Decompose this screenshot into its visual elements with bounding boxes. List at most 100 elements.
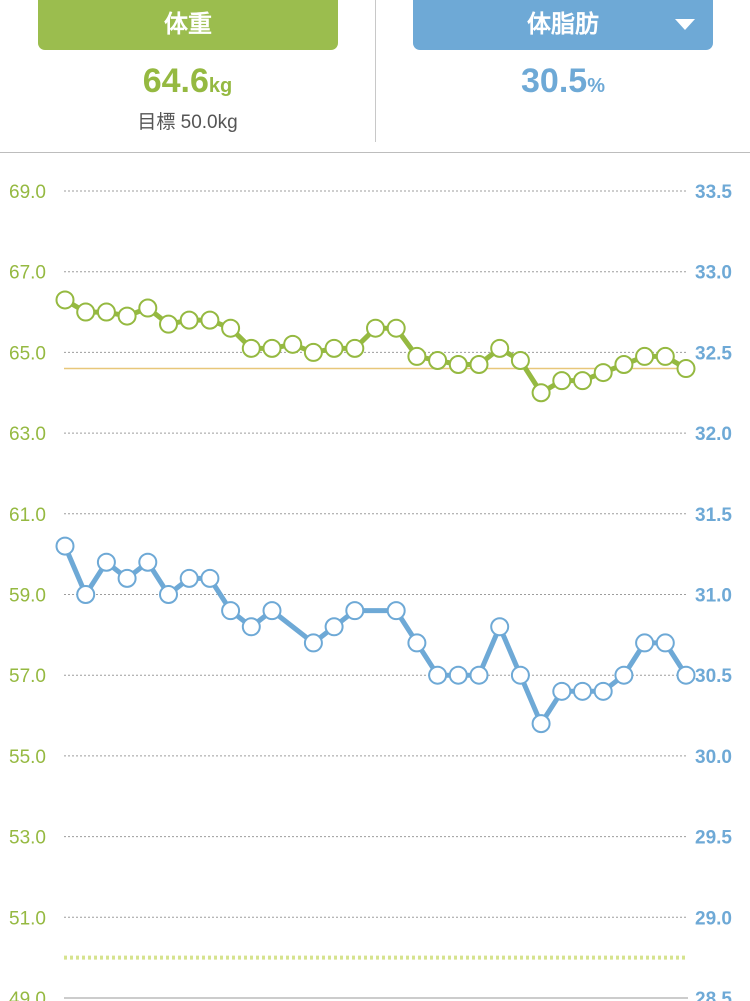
- fat-number: 30.5: [521, 62, 588, 100]
- fat-data-point: [490, 617, 510, 637]
- weight-data-point: [407, 346, 427, 366]
- right-tick-label: 28.5: [695, 989, 732, 1001]
- weight-fat-chart: 69.0 67.0 65.0 63.0 61.0 59.0 57.0 55.0 53.0 51.0…: [9, 182, 732, 1001]
- left-tick-label: 57.0: [9, 666, 46, 687]
- weight-data-point: [324, 338, 344, 358]
- weight-tab-label: 体重: [164, 11, 212, 38]
- body-fat-dropdown[interactable]: 体脂肪: [413, 0, 713, 50]
- fat-data-point: [324, 617, 344, 637]
- left-tick-label: 63.0: [9, 424, 46, 445]
- weight-data-point: [345, 338, 365, 358]
- left-tick-label: 61.0: [9, 505, 46, 526]
- fat-data-point: [117, 568, 137, 588]
- weight-data-point: [510, 350, 530, 370]
- weight-data-point: [303, 342, 323, 362]
- right-tick-label: 33.0: [695, 263, 732, 284]
- weight-data-point: [676, 359, 696, 379]
- fat-unit: %: [587, 75, 605, 97]
- weight-value: 64.6kg: [0, 62, 375, 101]
- header-divider: [375, 0, 376, 142]
- weight-tab-button[interactable]: 体重: [38, 0, 338, 50]
- fat-data-point: [96, 552, 116, 572]
- goal-weight: 目標 50.0kg: [0, 107, 375, 134]
- weight-data-point: [655, 346, 675, 366]
- goal-value: 50.0kg: [180, 112, 238, 133]
- fat-data-point: [510, 665, 530, 685]
- fat-data-point: [221, 601, 241, 621]
- right-tick-label: 30.5: [695, 666, 732, 687]
- goal-label: 目標: [137, 112, 176, 133]
- fat-data-point: [407, 633, 427, 653]
- fat-data-point: [552, 681, 572, 701]
- weight-data-point: [531, 383, 551, 403]
- fat-data-point: [200, 568, 220, 588]
- weight-data-point: [490, 338, 510, 358]
- weight-data-point: [200, 310, 220, 330]
- weight-data-point: [635, 346, 655, 366]
- fat-data-point: [55, 536, 75, 556]
- fat-data-point: [635, 633, 655, 653]
- weight-data-point: [96, 302, 116, 322]
- left-tick-label: 55.0: [9, 747, 46, 768]
- weight-data-point: [159, 314, 178, 334]
- weight-data-point: [573, 371, 592, 391]
- chevron-down-icon: [675, 19, 695, 30]
- right-tick-label: 30.0: [695, 747, 732, 768]
- weight-data-point: [552, 371, 572, 391]
- fat-panel: 体脂肪 30.5%: [376, 0, 750, 152]
- weight-number: 64.6: [142, 62, 209, 100]
- right-tick-label: 29.5: [695, 828, 732, 849]
- header-bottom-border: [0, 152, 750, 153]
- fat-data-point: [614, 665, 634, 685]
- left-tick-label: 53.0: [9, 828, 46, 849]
- left-tick-label: 67.0: [9, 263, 46, 284]
- weight-data-point: [448, 355, 468, 375]
- fat-data-point: [448, 665, 468, 685]
- fat-data-point: [179, 568, 199, 588]
- weight-data-point: [262, 338, 282, 358]
- body-fat-tab-label: 体脂肪: [527, 11, 599, 38]
- weight-unit: kg: [208, 75, 233, 97]
- weight-data-point: [221, 318, 241, 338]
- weight-data-point: [76, 302, 96, 322]
- weight-series-line: [62, 297, 689, 396]
- fat-data-point: [262, 601, 282, 621]
- weight-data-point: [428, 350, 448, 370]
- right-tick-label: 29.0: [695, 908, 732, 929]
- fat-data-point: [469, 665, 489, 685]
- summary-header: 体重 64.6kg 目標 50.0kg 体脂肪 30.5%: [0, 0, 750, 152]
- fat-data-point: [345, 601, 365, 621]
- fat-data-point: [76, 585, 96, 604]
- right-tick-label: 33.5: [695, 182, 732, 203]
- left-tick-label: 59.0: [9, 586, 46, 607]
- fat-data-point: [241, 617, 261, 637]
- left-tick-label: 51.0: [9, 908, 46, 929]
- weight-data-point: [386, 318, 406, 338]
- right-tick-label: 32.5: [695, 343, 732, 364]
- weight-data-point: [469, 355, 489, 375]
- left-tick-label: 69.0: [9, 182, 46, 203]
- fat-data-point: [386, 601, 406, 621]
- weight-data-point: [55, 290, 75, 310]
- weight-data-point: [138, 298, 158, 318]
- fat-data-point: [655, 633, 675, 653]
- fat-data-point: [676, 665, 696, 685]
- fat-data-point: [593, 681, 613, 701]
- weight-data-point: [179, 310, 199, 330]
- left-tick-label: 49.0: [9, 989, 46, 1001]
- fat-data-point: [159, 585, 178, 604]
- fat-value: 30.5%: [376, 62, 750, 101]
- weight-data-point: [366, 318, 385, 338]
- fat-data-point: [303, 633, 323, 653]
- right-tick-label: 31.0: [695, 586, 732, 607]
- right-tick-label: 31.5: [695, 505, 732, 526]
- weight-data-point: [117, 306, 137, 326]
- fat-data-point: [138, 552, 158, 572]
- weight-data-point: [283, 334, 303, 354]
- weight-data-point: [593, 363, 613, 383]
- weight-data-point: [614, 355, 634, 375]
- weight-data-point: [241, 338, 261, 358]
- weight-panel: 体重 64.6kg 目標 50.0kg: [0, 0, 375, 152]
- fat-data-point: [573, 681, 592, 701]
- fat-series-line: [62, 543, 689, 727]
